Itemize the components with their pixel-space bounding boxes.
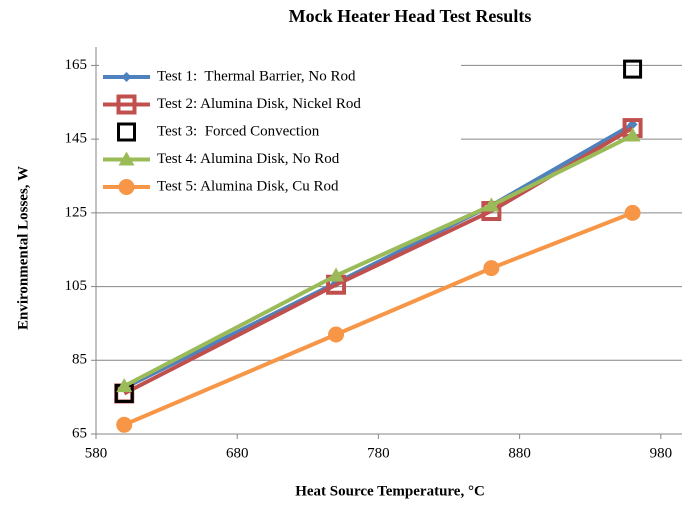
legend-label: Test 2: Alumina Disk, Nickel Rod [157,96,361,112]
y-tick-label: 65 [72,425,87,441]
series-line [123,122,634,390]
x-tick-label: 880 [508,445,531,461]
y-tick-label: 145 [65,131,88,147]
legend-background [99,63,461,201]
series-line [123,133,634,388]
marker [483,197,500,212]
marker [623,59,643,79]
marker [328,326,345,343]
x-tick-label: 680 [226,445,249,461]
marker [328,267,345,282]
y-tick-label: 85 [72,352,87,368]
marker [483,260,500,277]
x-axis-label: Heat Source Temperature, °C [295,483,485,499]
marker [624,127,641,142]
legend-marker [118,151,135,166]
x-tick-label: 580 [85,445,108,461]
legend: Test 1: Thermal Barrier, No Rod Test 2: A… [99,63,461,201]
y-axis-label: Environmental Losses, W [15,166,31,330]
marker [624,204,641,221]
chart-title: Mock Heater Head Test Results [289,6,532,26]
x-tick-label: 980 [650,445,673,461]
legend-label: Test 4: Alumina Disk, No Rod [157,151,340,167]
legend-marker [117,122,136,142]
y-tick-label: 105 [65,278,88,294]
legend-label: Test 5: Alumina Disk, Cu Rod [157,178,339,194]
legend-marker [118,179,135,195]
marker [116,378,133,393]
y-tick-label: 165 [65,57,88,73]
legend-label: Test 3: Forced Convection [157,123,320,139]
series-line [123,210,634,427]
legend-label: Test 1: Thermal Barrier, No Rod [157,68,356,84]
marker [116,416,133,433]
x-tick-label: 780 [367,445,390,461]
legend-marker [116,94,137,115]
y-tick-label: 125 [65,204,88,220]
legend-marker [121,72,132,82]
